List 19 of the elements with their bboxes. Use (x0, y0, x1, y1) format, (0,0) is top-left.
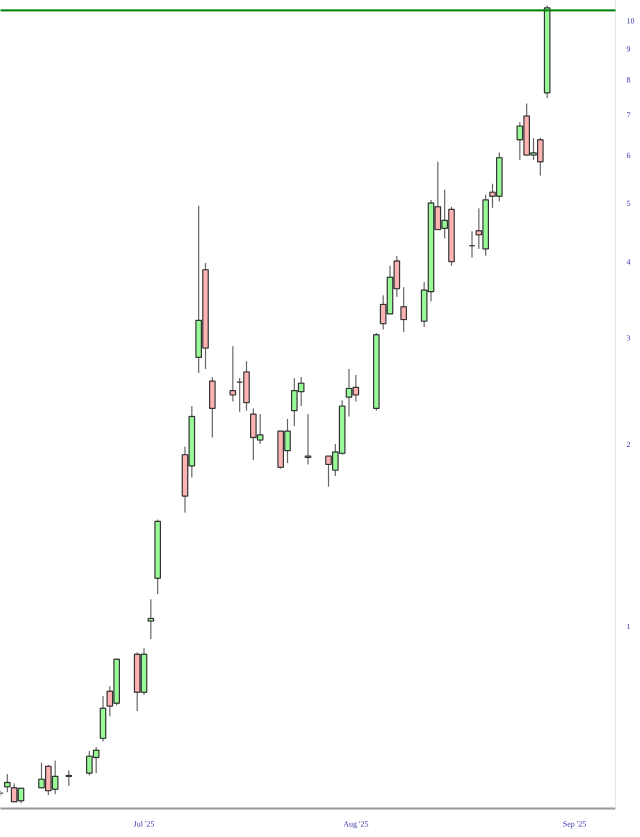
x-tick-label: Sep '25 (562, 820, 586, 828)
y-tick-label: 2 (626, 440, 630, 449)
y-tick-label: 1 (626, 622, 630, 632)
y-tick-label: 7 (626, 110, 630, 120)
x-tick-label: Aug '25 (343, 820, 368, 828)
candlestick (66, 770, 72, 786)
y-tick-label: 9 (626, 44, 630, 54)
candlestick (148, 598, 154, 640)
y-tick-label: 10 (626, 16, 634, 26)
x-tick-label: Jul '25 (134, 820, 154, 828)
y-tick-label: 6 (626, 151, 630, 160)
candlestick (468, 230, 476, 258)
candlestick (400, 286, 407, 333)
y-tick-label: 8 (626, 75, 630, 84)
y-tick-label: 3 (626, 333, 630, 342)
y-tick-label: 4 (626, 258, 630, 267)
candlestick (304, 414, 312, 466)
candlestick (230, 346, 236, 402)
y-tick-label: 5 (626, 199, 630, 208)
